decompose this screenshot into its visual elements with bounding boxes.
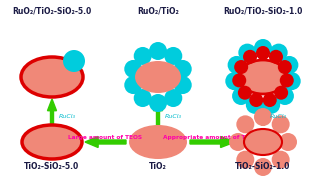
Circle shape xyxy=(225,72,243,90)
Circle shape xyxy=(280,73,294,88)
Circle shape xyxy=(280,56,298,74)
Text: TiO₂-SiO₂-5.0: TiO₂-SiO₂-5.0 xyxy=(24,162,80,171)
Text: RuO₂/TiO₂-SiO₂-5.0: RuO₂/TiO₂-SiO₂-5.0 xyxy=(12,7,92,16)
Circle shape xyxy=(270,44,288,62)
Circle shape xyxy=(283,72,301,90)
Circle shape xyxy=(278,60,292,74)
Circle shape xyxy=(236,151,254,169)
Circle shape xyxy=(149,42,167,60)
Ellipse shape xyxy=(129,125,187,159)
Text: Large amount of TEOS: Large amount of TEOS xyxy=(68,136,142,140)
Circle shape xyxy=(232,87,250,105)
Circle shape xyxy=(243,50,257,64)
Ellipse shape xyxy=(22,125,82,159)
Polygon shape xyxy=(259,99,267,125)
Circle shape xyxy=(279,133,297,151)
Circle shape xyxy=(229,133,247,151)
Text: RuO₂/TiO₂-SiO₂-1.0: RuO₂/TiO₂-SiO₂-1.0 xyxy=(223,7,303,16)
Polygon shape xyxy=(48,99,56,125)
Circle shape xyxy=(174,60,192,78)
Circle shape xyxy=(232,73,246,88)
Circle shape xyxy=(134,47,152,65)
Polygon shape xyxy=(190,136,235,147)
Circle shape xyxy=(164,47,182,65)
Text: RuO₂/TiO₂: RuO₂/TiO₂ xyxy=(137,7,179,16)
Circle shape xyxy=(164,89,182,107)
Circle shape xyxy=(256,46,270,60)
Ellipse shape xyxy=(244,129,282,155)
Text: RuCl₃: RuCl₃ xyxy=(165,114,182,119)
Circle shape xyxy=(262,96,280,114)
Circle shape xyxy=(63,50,85,72)
Circle shape xyxy=(149,94,167,112)
Circle shape xyxy=(174,76,192,94)
Circle shape xyxy=(276,87,294,105)
Circle shape xyxy=(234,60,248,74)
Polygon shape xyxy=(153,99,163,125)
Circle shape xyxy=(238,86,252,100)
Text: Appropriate amount of TEOS: Appropriate amount of TEOS xyxy=(163,136,258,140)
Ellipse shape xyxy=(135,61,181,93)
Circle shape xyxy=(272,115,290,133)
Ellipse shape xyxy=(239,60,287,94)
Circle shape xyxy=(134,89,152,107)
Text: RuCl₃: RuCl₃ xyxy=(270,114,287,119)
Circle shape xyxy=(228,56,246,74)
Circle shape xyxy=(236,115,254,133)
Circle shape xyxy=(263,93,277,107)
Circle shape xyxy=(124,76,142,94)
Text: TiO₂-SiO₂-1.0: TiO₂-SiO₂-1.0 xyxy=(235,162,291,171)
Circle shape xyxy=(254,39,272,57)
Polygon shape xyxy=(85,136,126,147)
Circle shape xyxy=(274,86,288,100)
Text: TiO₂: TiO₂ xyxy=(149,162,167,171)
Circle shape xyxy=(254,158,272,176)
Ellipse shape xyxy=(21,57,83,97)
Text: RuCl₃: RuCl₃ xyxy=(59,114,76,119)
Circle shape xyxy=(269,50,283,64)
Circle shape xyxy=(246,96,264,114)
Circle shape xyxy=(124,60,142,78)
Circle shape xyxy=(249,93,263,107)
Circle shape xyxy=(238,44,256,62)
Circle shape xyxy=(254,108,272,126)
Circle shape xyxy=(272,151,290,169)
